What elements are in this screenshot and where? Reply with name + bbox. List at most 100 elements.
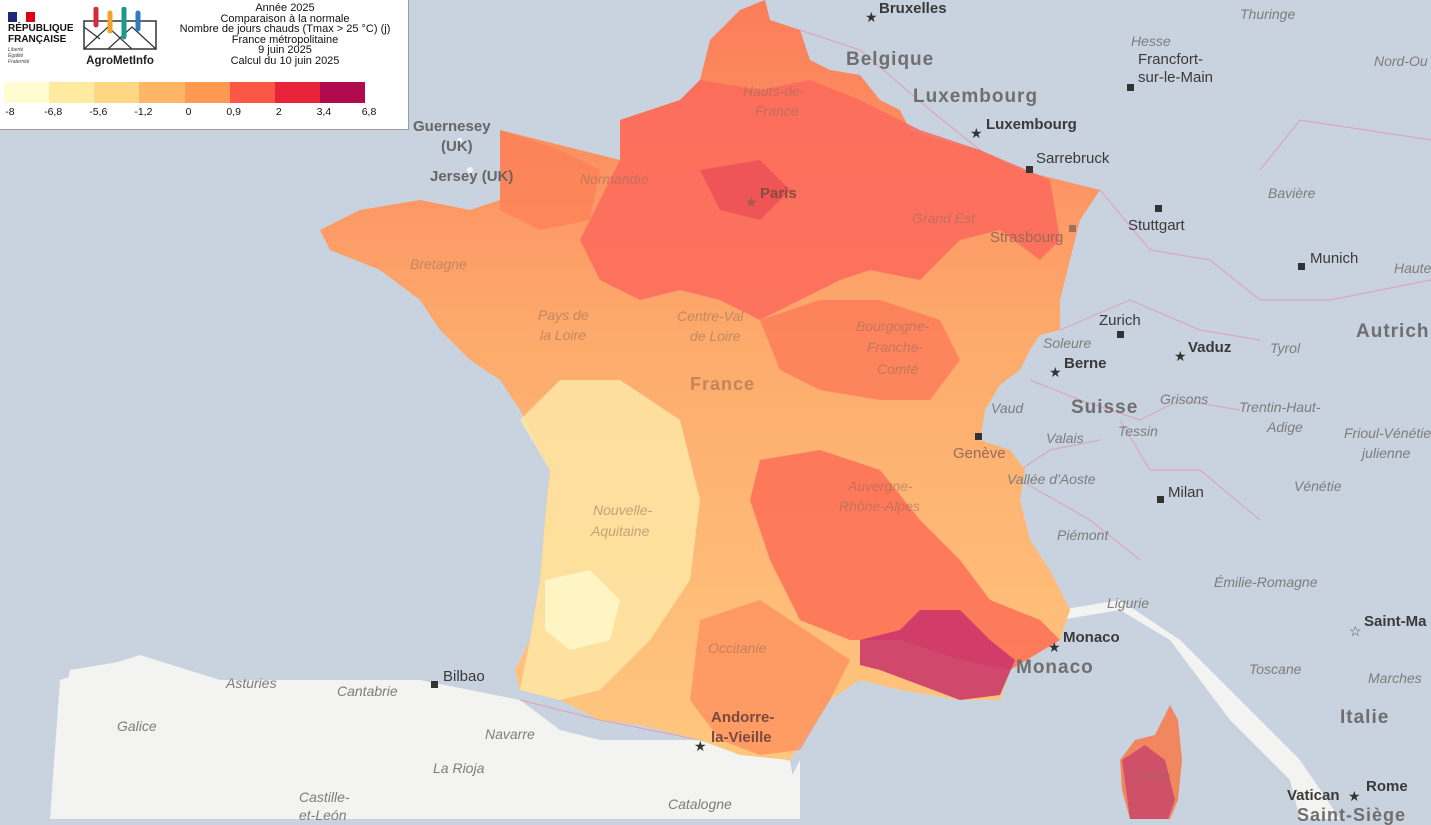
label-frioul-2: julienne xyxy=(1362,445,1411,461)
label-luxembourg[interactable]: Luxembourg xyxy=(986,116,1077,133)
legend-swatch-3 xyxy=(139,82,185,103)
legend-tick-labels: -8 -6,8 -5,6 -1,2 0 0,9 2 3,4 6,8 xyxy=(0,106,408,120)
legend-swatch-1 xyxy=(49,82,95,103)
label-auvergne-1: Auvergne- xyxy=(848,478,913,494)
heat-provence xyxy=(860,610,1015,700)
guernsey-island xyxy=(457,137,463,143)
city-milan-icon xyxy=(1157,496,1164,503)
label-baviere: Bavière xyxy=(1268,185,1316,201)
label-berne[interactable]: Berne xyxy=(1064,355,1107,372)
label-saint-siege[interactable]: Saint-Siège xyxy=(1297,805,1407,825)
label-grand-est: Grand Est xyxy=(912,210,976,226)
heat-occitanie xyxy=(690,600,850,755)
label-suisse: Suisse xyxy=(1071,397,1139,418)
label-navarre: Navarre xyxy=(485,726,535,742)
label-luxembourg-country: Luxembourg xyxy=(913,86,1039,107)
legend-tick-8: 6,8 xyxy=(361,106,377,118)
label-bourgogne-3: Comté xyxy=(877,361,919,377)
label-zurich[interactable]: Zurich xyxy=(1099,312,1141,329)
label-strasbourg[interactable]: Strasbourg xyxy=(990,229,1064,246)
label-bilbao[interactable]: Bilbao xyxy=(443,668,485,685)
label-autriche: Autrich xyxy=(1356,321,1430,342)
label-monaco[interactable]: Monaco xyxy=(1063,629,1120,646)
legend-line-date: 9 juin 2025 xyxy=(258,44,312,56)
corse-heat xyxy=(1122,745,1175,819)
lake-constance xyxy=(1142,283,1178,297)
land-east xyxy=(50,0,1431,819)
label-pays-1: Pays de xyxy=(538,307,589,323)
capital-andorre-icon: ★ xyxy=(694,738,707,754)
label-rome[interactable]: Rome xyxy=(1366,778,1408,795)
label-belgique: Belgique xyxy=(846,49,935,70)
capital-berne-icon: ★ xyxy=(1049,364,1062,380)
label-paris[interactable]: Paris xyxy=(760,185,797,202)
label-francfort-2[interactable]: sur-le-Main xyxy=(1138,69,1214,86)
legend-tick-6: 2 xyxy=(275,106,282,118)
label-francfort-1[interactable]: Francfort- xyxy=(1138,51,1204,68)
label-bourgogne-1: Bourgogne- xyxy=(856,318,930,334)
border-lines xyxy=(519,29,1431,761)
legend-line-year: Année 2025 xyxy=(255,2,315,14)
label-hesse: Hesse xyxy=(1131,33,1171,49)
legend-tick-3: -1,2 xyxy=(134,106,153,118)
legend-tick-7: 3,4 xyxy=(316,106,332,118)
french-flag-icon xyxy=(8,9,35,22)
label-vaduz[interactable]: Vaduz xyxy=(1188,339,1232,356)
land-spain xyxy=(50,655,800,819)
label-nouvelle-2: Aquitaine xyxy=(591,523,650,539)
capital-rome-icon: ★ xyxy=(1348,788,1361,804)
label-andorre-1[interactable]: Andorre- xyxy=(711,709,775,726)
label-venetie: Vénétie xyxy=(1294,478,1342,494)
label-bruxelles[interactable]: Bruxelles xyxy=(879,0,947,17)
label-vatican[interactable]: Vatican xyxy=(1287,787,1340,804)
label-andorre-2[interactable]: la-Vieille xyxy=(711,729,772,746)
heat-rhone xyxy=(750,450,1060,670)
label-guernesey-2[interactable]: (UK) xyxy=(441,138,473,155)
label-stuttgart[interactable]: Stuttgart xyxy=(1128,217,1185,234)
label-asturies: Asturies xyxy=(226,675,277,691)
heat-paris xyxy=(700,160,790,220)
label-vallee-aoste: Vallée d'Aoste xyxy=(1007,471,1096,487)
label-haute: Haute xyxy=(1394,260,1431,276)
capital-luxembourg-icon: ★ xyxy=(970,125,983,141)
label-grisons: Grisons xyxy=(1160,391,1209,407)
label-milan[interactable]: Milan xyxy=(1168,484,1204,501)
legend-swatch-0 xyxy=(4,82,50,103)
city-bilbao-icon xyxy=(431,681,438,688)
legend-tick-4: 0 xyxy=(185,106,192,118)
label-jersey[interactable]: Jersey (UK) xyxy=(430,168,514,185)
legend-swatch-5 xyxy=(229,82,275,103)
label-trentin-2: Adige xyxy=(1267,419,1303,435)
capital-monaco-icon: ★ xyxy=(1048,639,1061,655)
legend-swatch-6 xyxy=(274,82,320,103)
label-tyrol: Tyrol xyxy=(1270,340,1301,356)
heat-landes-light xyxy=(545,570,620,650)
jersey-island xyxy=(467,167,473,173)
city-zurich-icon xyxy=(1117,331,1124,338)
agrometinfo-name: AgroMetInfo xyxy=(86,55,154,67)
republique-francaise-logo: RÉPUBLIQUE FRANÇAISE Liberté Égalité Fra… xyxy=(7,8,77,72)
label-normandie: Normandie xyxy=(580,171,649,187)
legend-line-indicator: Nombre de jours chauds (Tmax > 25 °C) (j… xyxy=(179,23,391,35)
label-catalogne: Catalogne xyxy=(668,796,732,812)
label-centre-2: de Loire xyxy=(690,328,741,344)
label-bourgogne-2: Franche- xyxy=(867,339,924,355)
label-sarrebruck[interactable]: Sarrebruck xyxy=(1036,150,1110,167)
capital-saint-marin-icon: ☆ xyxy=(1349,623,1362,639)
legend-tick-0: -8 xyxy=(5,106,15,118)
label-cantabrie: Cantabrie xyxy=(337,683,398,699)
label-munich[interactable]: Munich xyxy=(1310,250,1359,267)
city-stuttgart-icon xyxy=(1155,205,1162,212)
legend-tick-2: -5,6 xyxy=(89,106,108,118)
rf-motto-1: Liberté xyxy=(8,47,24,53)
label-saint-marin[interactable]: Saint-Ma xyxy=(1364,613,1427,630)
label-piemont: Piémont xyxy=(1057,527,1109,543)
heat-northeast xyxy=(580,80,1060,320)
label-geneve[interactable]: Genève xyxy=(953,445,1006,462)
label-occitanie: Occitanie xyxy=(708,640,767,656)
label-guernesey-1[interactable]: Guernesey xyxy=(413,118,491,135)
rf-name-line2: FRANÇAISE xyxy=(8,34,67,45)
city-francfort-icon xyxy=(1127,84,1134,91)
label-corse: Corse xyxy=(1133,767,1171,783)
